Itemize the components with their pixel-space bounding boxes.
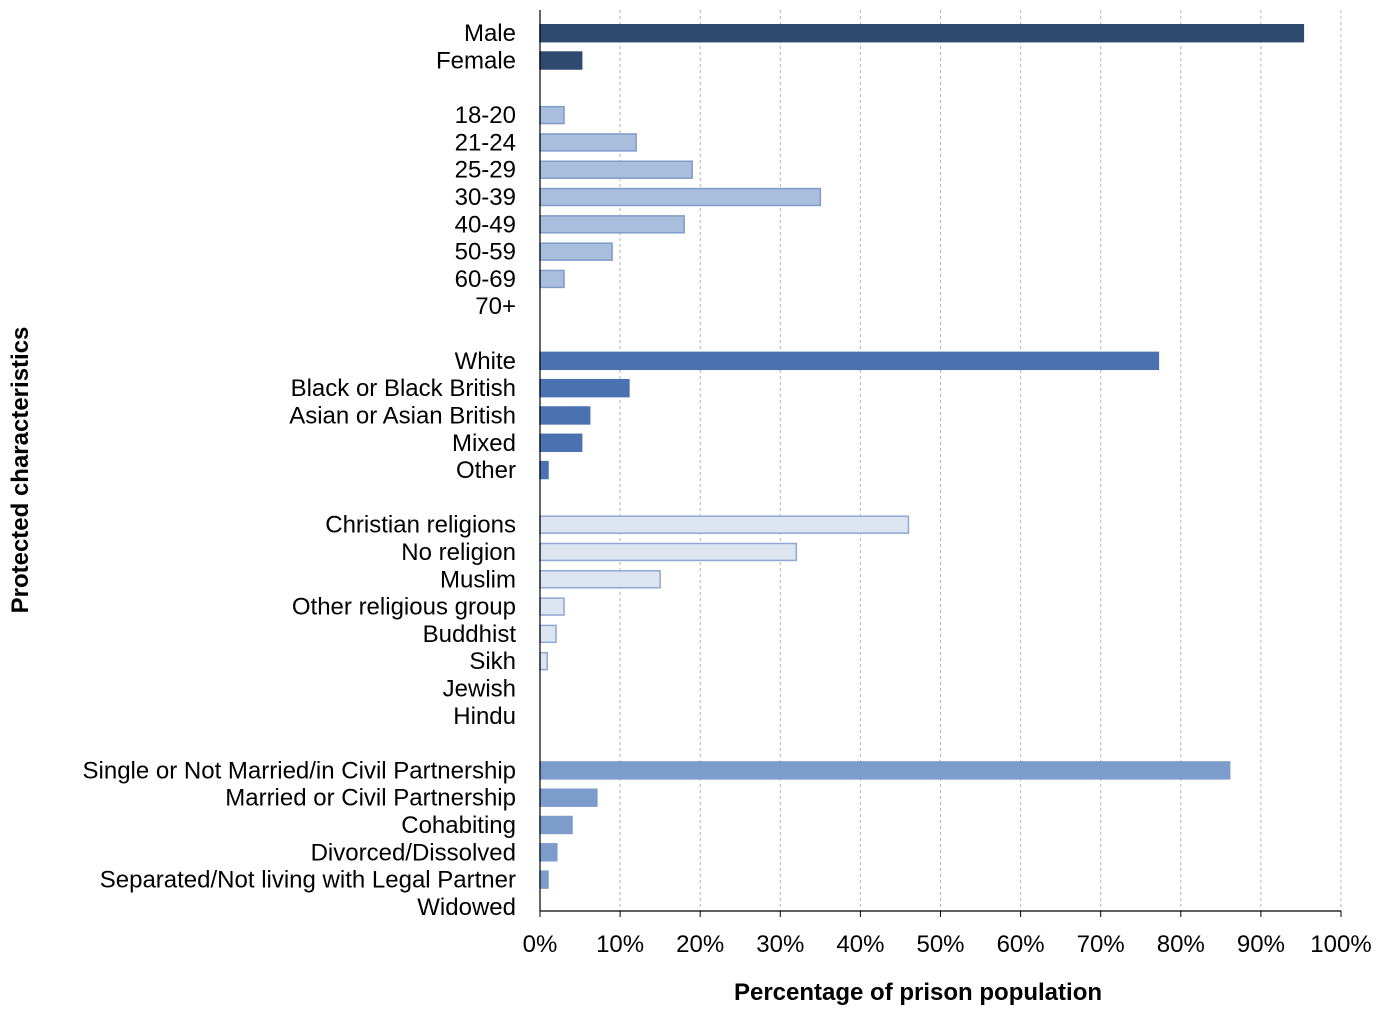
category-label: Muslim — [440, 566, 516, 593]
bar — [539, 105, 565, 125]
bar — [539, 406, 591, 425]
x-tick-label: 70% — [1077, 931, 1125, 958]
bar — [539, 51, 583, 70]
x-tick-label: 10% — [596, 931, 644, 958]
bars — [539, 23, 1305, 889]
bar — [539, 624, 557, 644]
x-tick-label: 90% — [1237, 931, 1285, 958]
x-axis-title: Percentage of prison population — [734, 979, 1102, 1006]
gridlines — [619, 10, 1342, 911]
bar — [539, 870, 549, 889]
category-label: 70+ — [475, 293, 516, 320]
bar — [539, 269, 565, 289]
x-tick-label: 50% — [916, 931, 964, 958]
y-axis-title: Protected characteristics — [7, 327, 34, 614]
category-label: Other — [456, 457, 516, 484]
category-label: Other religious group — [292, 594, 516, 621]
bar — [539, 761, 1231, 780]
bar — [539, 597, 565, 616]
x-tick-label: 0% — [523, 931, 558, 958]
x-tick-label: 40% — [836, 931, 884, 958]
category-label: Buddhist — [423, 621, 517, 648]
x-tick-label: 80% — [1157, 931, 1205, 958]
category-label: 18-20 — [455, 102, 516, 129]
category-label: 40-49 — [455, 211, 516, 238]
category-label: 21-24 — [455, 129, 516, 156]
x-tick-label: 30% — [756, 931, 804, 958]
category-label: Sikh — [469, 648, 516, 675]
category-label: Asian or Asian British — [289, 402, 516, 429]
bar — [539, 351, 1160, 371]
bar — [539, 160, 693, 179]
category-label: Divorced/Dissolved — [311, 839, 516, 866]
category-label: Mixed — [452, 430, 516, 457]
bar — [539, 570, 661, 589]
x-tick-label: 60% — [997, 931, 1045, 958]
bar — [539, 515, 910, 534]
category-label: Jewish — [443, 675, 516, 702]
bar — [539, 215, 685, 234]
bar — [539, 788, 598, 807]
bar — [539, 23, 1305, 43]
x-tick-label: 100% — [1310, 931, 1371, 958]
bar — [539, 542, 798, 562]
bar — [539, 843, 558, 862]
category-label: 50-59 — [455, 239, 516, 266]
category-label: Married or Civil Partnership — [225, 785, 516, 812]
x-tick-label: 20% — [676, 931, 724, 958]
bar — [539, 460, 549, 480]
category-label: 60-69 — [455, 266, 516, 293]
category-label: 25-29 — [455, 157, 516, 184]
x-axis-ticks: 0% 10% 20% 30% 40% 50% 60% 70% 80% 90% 100% — [523, 911, 1372, 958]
category-label: Separated/Not living with Legal Partner — [100, 867, 516, 894]
bar — [539, 242, 613, 261]
category-label: Cohabiting — [401, 812, 516, 839]
category-label: Black or Black British — [291, 375, 516, 402]
category-label: Male — [464, 20, 516, 47]
bar — [539, 651, 548, 671]
bar — [539, 187, 822, 207]
category-label: Christian religions — [325, 512, 516, 539]
category-label: White — [455, 348, 516, 375]
category-label: No religion — [401, 539, 516, 566]
category-label: Hindu — [453, 703, 516, 730]
bar — [539, 815, 573, 835]
category-label: 30-39 — [455, 184, 516, 211]
category-label: Single or Not Married/in Civil Partnersh… — [83, 757, 517, 784]
category-label: Widowed — [417, 894, 516, 921]
bar — [539, 133, 637, 152]
category-label: Female — [436, 48, 516, 75]
bar — [539, 433, 583, 452]
bar — [539, 378, 630, 398]
